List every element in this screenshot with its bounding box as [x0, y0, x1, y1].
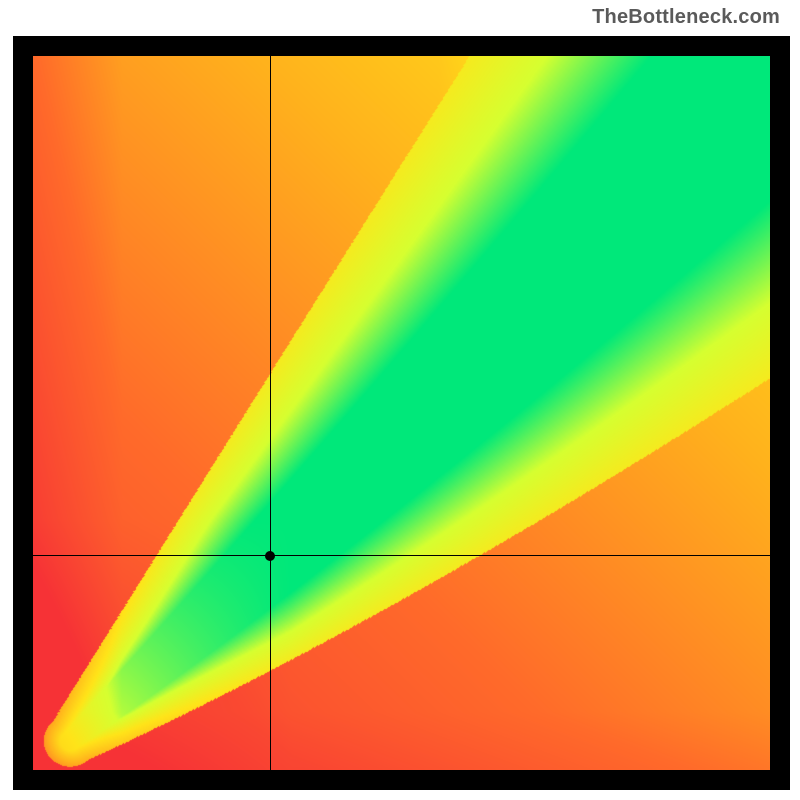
frame-left [13, 36, 33, 790]
frame-top [13, 36, 790, 56]
crosshair-horizontal [33, 555, 770, 556]
heatmap-canvas [33, 56, 770, 770]
frame-right [770, 36, 790, 790]
data-point-marker [265, 551, 275, 561]
crosshair-vertical [270, 56, 271, 770]
chart-container: TheBottleneck.com [0, 0, 800, 800]
frame-bottom [13, 770, 790, 790]
watermark-text: TheBottleneck.com [592, 6, 780, 29]
bottleneck-heatmap [33, 56, 770, 770]
